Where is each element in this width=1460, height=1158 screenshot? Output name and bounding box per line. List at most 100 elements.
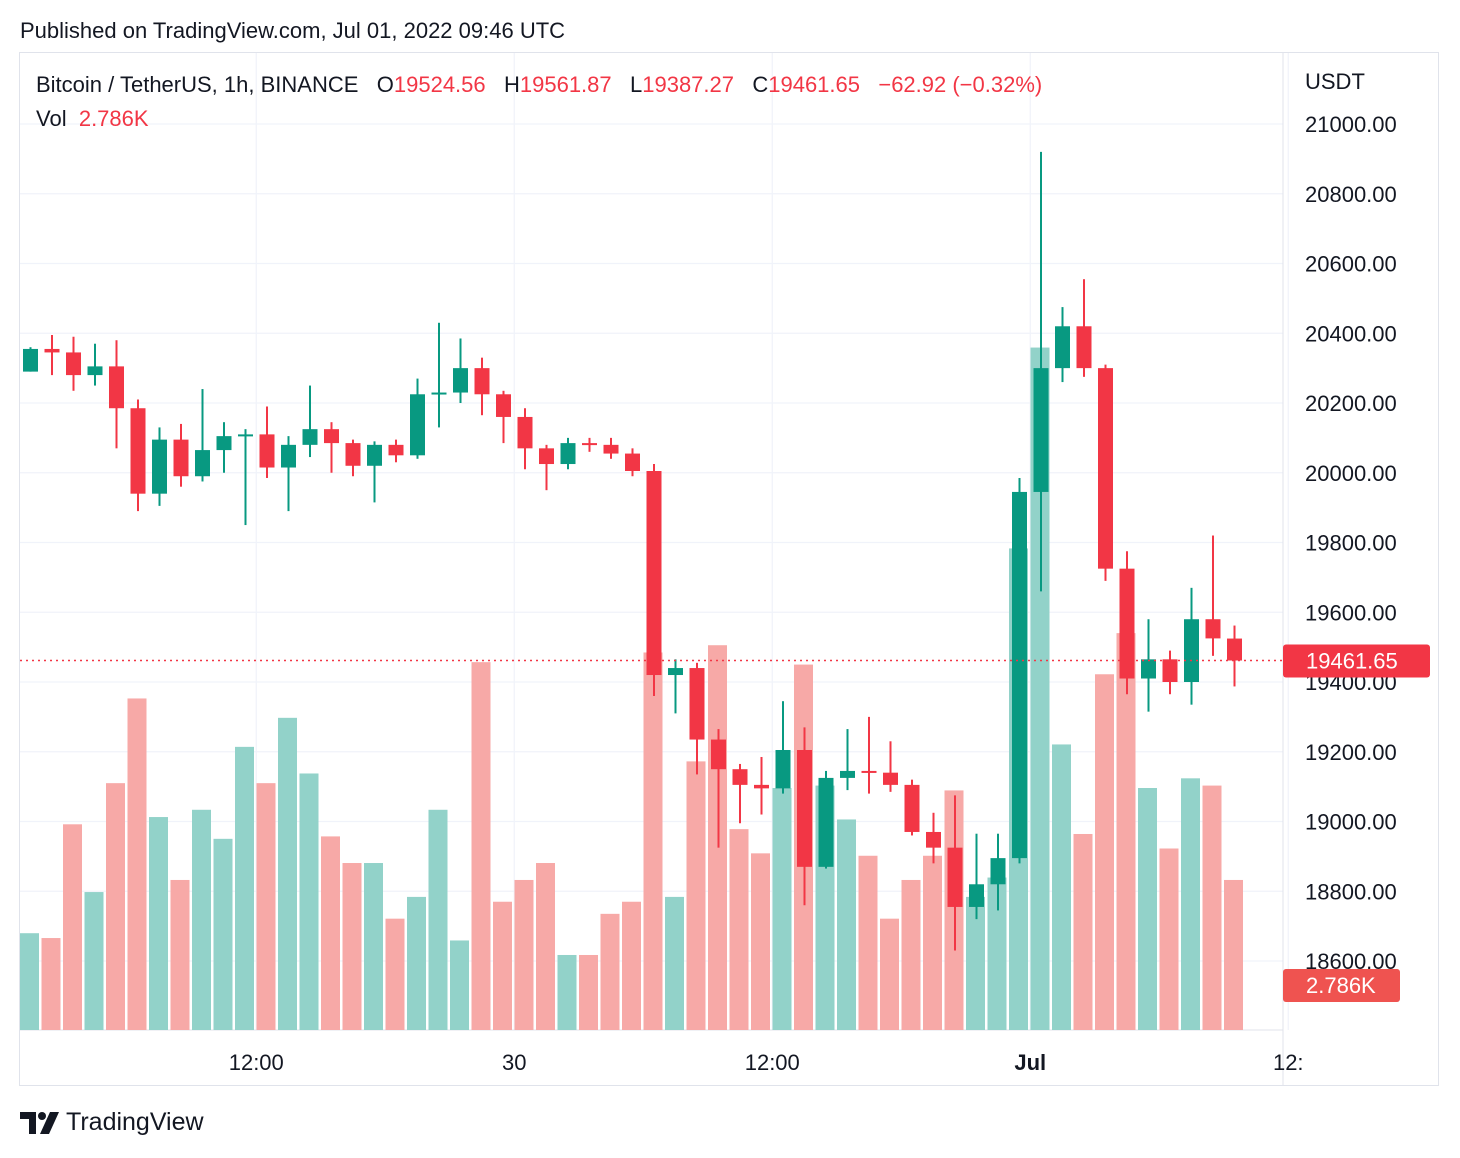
candle-body [388, 444, 404, 456]
volume-label: Vol [36, 106, 67, 131]
candle-body [173, 439, 189, 477]
volume-bar [837, 819, 856, 1030]
candle-body [1119, 568, 1135, 679]
volume-bar [170, 879, 190, 1030]
volume-bar [84, 892, 104, 1030]
volume-bar [407, 896, 426, 1030]
candle-body [517, 416, 533, 449]
candle-body [302, 429, 318, 445]
candle-body [969, 884, 984, 907]
volume-bar [987, 877, 1007, 1030]
volume-bar [880, 918, 899, 1030]
y-tick-label: 20200.00 [1305, 391, 1397, 416]
candle-body [582, 443, 597, 446]
x-tick-label: 12:00 [745, 1050, 800, 1075]
candle-body [818, 777, 834, 867]
candle-body [281, 444, 296, 468]
open-label: O [376, 72, 394, 97]
volume-bar [1073, 833, 1093, 1030]
candle-body [711, 739, 726, 770]
volume-bar [213, 838, 233, 1030]
candle-body [775, 750, 791, 789]
volume-bar [41, 938, 61, 1030]
candle-body [1205, 619, 1221, 639]
ohlc-legend: Bitcoin / TetherUS, 1h, BINANCE O19524.5… [36, 72, 1042, 98]
candle-body [238, 434, 253, 437]
price-unit-label: USDT [1305, 69, 1365, 94]
volume-bar [1052, 744, 1071, 1030]
x-tick-label: 12:00 [229, 1050, 284, 1075]
candle-body [1012, 491, 1027, 859]
volume-bar [622, 901, 641, 1030]
volume-bar [514, 879, 534, 1030]
volume-bar [235, 746, 254, 1030]
candle-body [668, 668, 683, 676]
volume-bar [106, 783, 125, 1030]
volume-bar [643, 652, 663, 1030]
x-tick-label: 30 [502, 1050, 526, 1075]
volume-bar [751, 853, 770, 1030]
y-tick-label: 18800.00 [1305, 879, 1397, 904]
footer-brand[interactable]: TradingView [20, 1108, 204, 1137]
candle-body [216, 436, 232, 451]
published-note: Published on TradingView.com, Jul 01, 20… [20, 18, 566, 43]
open-value: 19524.56 [393, 72, 486, 97]
last-volume-badge [1283, 969, 1400, 1002]
candle-body [130, 408, 146, 494]
symbol-label[interactable]: Bitcoin / TetherUS, 1h, BINANCE [36, 72, 359, 97]
candle-body [1227, 638, 1242, 661]
low-value: 19387.27 [642, 72, 734, 97]
volume-bar [1181, 778, 1200, 1030]
candle-body [474, 368, 490, 395]
candle-body [883, 772, 898, 785]
change-value: −62.92 (−0.32%) [878, 72, 1043, 97]
x-tick-label: 12: [1273, 1050, 1304, 1075]
candle-body [109, 366, 124, 409]
candle-body [259, 434, 275, 468]
candle-body [1033, 368, 1049, 492]
y-tick-label: 19600.00 [1305, 600, 1397, 625]
candle-body [152, 439, 167, 494]
candle-body [195, 450, 210, 477]
volume-bar [364, 863, 383, 1030]
candle-body [453, 368, 468, 393]
candle-body [990, 858, 1006, 885]
volume-bar [858, 855, 878, 1030]
volume-bar [256, 783, 276, 1030]
volume-bar [471, 662, 491, 1030]
volume-bar [901, 879, 921, 1030]
candle-body [324, 429, 339, 444]
volume-bar [192, 809, 211, 1030]
candle-body [87, 366, 103, 376]
volume-bar [686, 761, 706, 1030]
volume-bar [1116, 633, 1136, 1030]
volume-bar [63, 824, 82, 1030]
y-tick-label: 20600.00 [1305, 252, 1397, 277]
volume-bar [385, 918, 405, 1030]
volume-bar [1138, 788, 1157, 1030]
volume-bar [149, 817, 168, 1030]
last-price-text: 19461.65 [1306, 648, 1398, 673]
volume-bar [600, 913, 620, 1030]
candle-body [732, 769, 748, 785]
candle-body [689, 668, 705, 740]
volume-bar [342, 863, 362, 1030]
candle-body [1184, 619, 1199, 682]
close-label: C [752, 72, 769, 97]
volume-bar [127, 698, 147, 1030]
candle-body [603, 444, 619, 454]
candle-body [44, 348, 60, 353]
tradingview-logo-icon [20, 1111, 59, 1134]
volume-legend: Vol 2.786K [36, 106, 149, 132]
volume-bar [493, 901, 512, 1030]
y-tick-label: 19000.00 [1305, 810, 1397, 835]
candle-body [861, 770, 877, 773]
last-price-badge [1283, 644, 1430, 678]
candle-body [1141, 659, 1156, 679]
volume-bar [1224, 879, 1243, 1030]
volume-bar [1202, 785, 1222, 1030]
volume-bar [729, 829, 749, 1030]
brand-name: TradingView [66, 1108, 204, 1136]
candle-body [23, 348, 38, 372]
